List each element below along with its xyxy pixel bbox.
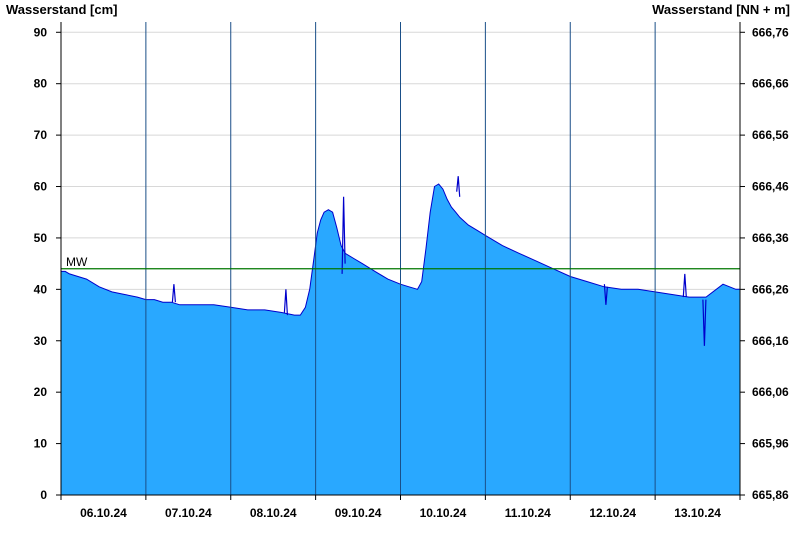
x-ticks: 06.10.24 07.10.24 08.10.24 09.10.24 10.10.24… <box>60 495 741 520</box>
series-spike <box>603 284 608 305</box>
right-tick-label: 666,76 <box>752 25 789 39</box>
left-tick-label: 80 <box>34 77 48 91</box>
left-tick-label: 10 <box>34 437 48 451</box>
series-spike <box>171 284 176 303</box>
series-spike <box>456 176 461 197</box>
series-spike <box>682 273 687 298</box>
right-tick-label: 665,86 <box>752 488 789 502</box>
x-tick-label: 10.10.24 <box>420 506 467 520</box>
left-tick-label: 70 <box>34 128 48 142</box>
right-tick-label: 666,36 <box>752 231 789 245</box>
x-tick-label: 09.10.24 <box>335 506 382 520</box>
left-tick-label: 60 <box>34 180 48 194</box>
x-tick-label: 11.10.24 <box>505 506 551 520</box>
day-divider-lines <box>145 22 656 495</box>
right-y-ticks: 665,86 665,96 666,06 666,16 666,26 666,36 666,… <box>740 25 789 502</box>
left-tick-label: 40 <box>34 282 48 296</box>
right-tick-label: 666,46 <box>752 180 789 194</box>
left-tick-label: 90 <box>34 25 48 39</box>
series-spike <box>341 196 346 274</box>
x-tick-label: 13.10.24 <box>674 506 721 520</box>
right-tick-label: 666,06 <box>752 385 789 399</box>
series-spike <box>283 289 288 316</box>
y-right-axis-title: Wasserstand [NN + m] <box>652 2 790 17</box>
series-spike <box>702 299 707 346</box>
right-tick-label: 666,66 <box>752 77 789 91</box>
mw-label: MW <box>66 255 88 269</box>
left-tick-label: 30 <box>34 334 48 348</box>
x-tick-label: 07.10.24 <box>165 506 212 520</box>
x-tick-label: 12.10.24 <box>589 506 636 520</box>
series-line <box>61 183 740 316</box>
right-tick-label: 665,96 <box>752 437 789 451</box>
x-tick-label: 08.10.24 <box>250 506 297 520</box>
x-tick-label: 06.10.24 <box>80 506 127 520</box>
right-tick-label: 666,26 <box>752 282 789 296</box>
left-tick-label: 20 <box>34 385 48 399</box>
left-y-ticks: 0 10 20 30 40 50 60 70 80 90 <box>34 25 61 502</box>
left-tick-label: 50 <box>34 231 48 245</box>
y-left-axis-title: Wasserstand [cm] <box>6 2 118 17</box>
right-tick-label: 666,56 <box>752 128 789 142</box>
left-tick-label: 0 <box>40 488 47 502</box>
right-tick-label: 666,16 <box>752 334 789 348</box>
